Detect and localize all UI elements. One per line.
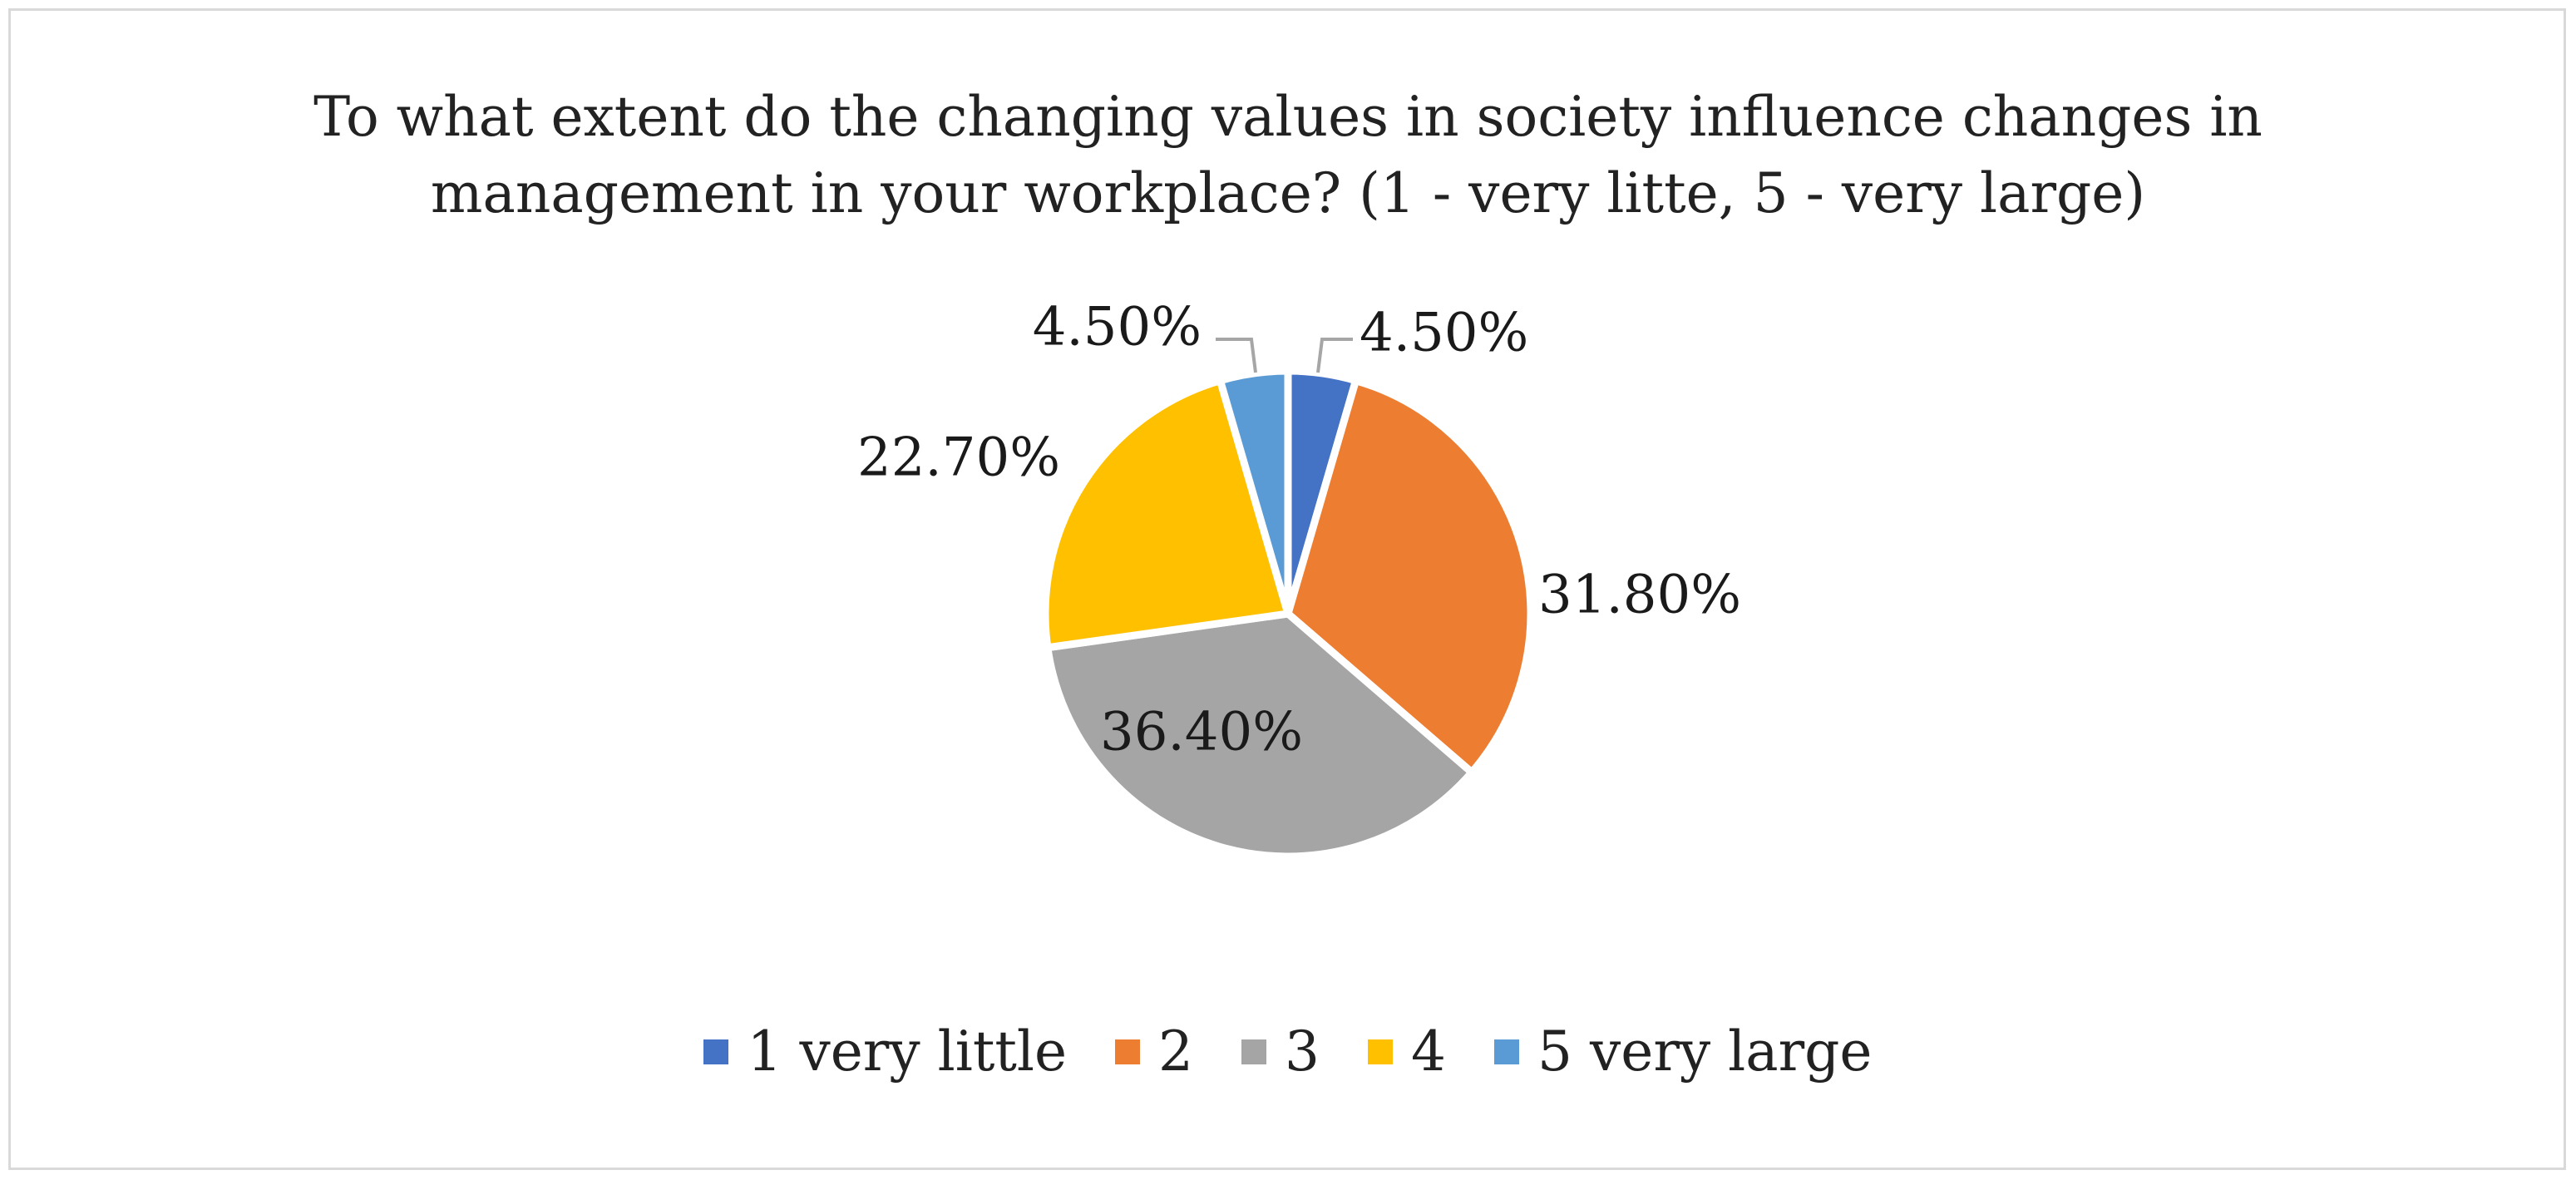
leader-line-5 <box>1216 338 1257 373</box>
legend-label-3: 3 <box>1285 1020 1320 1084</box>
legend-swatch-1 <box>703 1039 729 1064</box>
legend-label-5: 5 very large <box>1537 1020 1873 1084</box>
legend: 1 very little 2 3 4 5 very large <box>0 1019 2576 1085</box>
data-label-1: 4.50% <box>1360 303 1528 364</box>
data-label-2: 31.80% <box>1538 565 1741 626</box>
pie-slice-4 <box>1041 377 1292 652</box>
data-label-3: 36.40% <box>1100 702 1303 763</box>
data-label-5: 4.50% <box>1033 297 1202 358</box>
legend-swatch-4 <box>1368 1039 1394 1064</box>
legend-label-1: 1 very little <box>747 1020 1068 1084</box>
legend-item-2: 2 <box>1115 1019 1193 1085</box>
legend-item-4: 4 <box>1368 1019 1446 1085</box>
pie-slice-5 <box>1216 367 1292 618</box>
legend-swatch-5 <box>1494 1039 1520 1064</box>
pie-slice-3 <box>1044 610 1476 861</box>
legend-item-5: 5 very large <box>1494 1019 1873 1085</box>
legend-item-3: 3 <box>1241 1019 1320 1085</box>
chart-title-line-2: management in your workplace? (1 - very … <box>430 161 2146 225</box>
chart-title: To what extent do the changing values in… <box>0 79 2576 232</box>
data-label-4: 22.70% <box>857 427 1060 489</box>
legend-item-1: 1 very little <box>703 1019 1067 1085</box>
leader-line-1 <box>1316 338 1353 373</box>
legend-label-2: 2 <box>1158 1020 1194 1084</box>
legend-swatch-3 <box>1241 1039 1267 1064</box>
legend-swatch-2 <box>1115 1039 1141 1064</box>
legend-label-4: 4 <box>1411 1020 1447 1084</box>
chart-title-line-1: To what extent do the changing values in… <box>313 85 2263 149</box>
pie-slice-2 <box>1284 377 1535 777</box>
